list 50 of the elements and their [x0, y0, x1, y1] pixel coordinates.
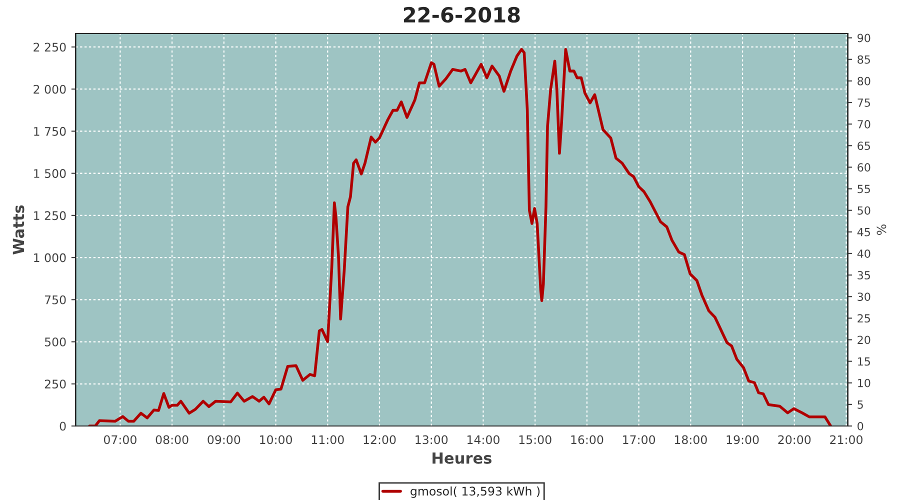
y-tick-label: 1 500: [34, 169, 66, 178]
x-tick-label: 08:00: [156, 435, 188, 444]
y2-tick-label: 25: [858, 314, 870, 323]
y2-tick-label: 10: [858, 378, 870, 388]
y-axis-title: Watts: [12, 205, 24, 254]
y2-tick-label: 60: [858, 163, 870, 172]
y2-tick-label: 5: [858, 400, 863, 409]
x-tick-label: 21:00: [830, 435, 862, 444]
y2-tick-label: 35: [858, 271, 870, 280]
x-tick-label: 07:00: [104, 435, 136, 444]
y2-tick-label: 30: [858, 292, 870, 301]
x-tick-label: 16:00: [571, 435, 604, 444]
y-tick-label: 0: [60, 422, 66, 431]
x-tick-label: 15:00: [519, 435, 552, 444]
y-tick-label: 2 000: [34, 84, 66, 94]
y2-tick-label: 70: [858, 120, 870, 128]
y2-tick-label: 40: [857, 249, 870, 258]
y2-tick-label: 0: [858, 422, 864, 430]
x-tick-label: 18:00: [674, 435, 707, 444]
y2-tick-label: 80: [858, 76, 870, 86]
x-tick-label: 12:00: [364, 435, 396, 444]
y2-tick-label: 65: [858, 142, 870, 150]
y-tick-label: 750: [45, 295, 66, 304]
x-tick-label: 19:00: [726, 435, 759, 444]
y-tick-label: 1 000: [34, 253, 66, 262]
y-tick-label: 500: [44, 337, 66, 346]
y2-tick-label: 15: [858, 357, 870, 366]
legend-label: gmosol( 13,593 kWh ): [410, 486, 540, 498]
line-series: [88, 48, 832, 426]
y2-tick-label: 90: [858, 34, 870, 42]
chart-title: 22-6-2018: [404, 6, 520, 23]
y2-axis-title: %: [876, 224, 886, 235]
x-tick-label: 10:00: [260, 435, 292, 444]
x-tick-label: 11:00: [312, 435, 344, 444]
y2-tick-label: 75: [858, 98, 870, 107]
y-tick-label: 1 250: [34, 211, 66, 220]
y2-tick-label: 55: [858, 184, 870, 194]
x-tick-label: 17:00: [623, 435, 656, 444]
y2-tick-label: 20: [858, 336, 870, 344]
y2-tick-label: 45: [857, 228, 870, 236]
x-tick-label: 14:00: [468, 435, 500, 444]
y-tick-label: 2 250: [34, 42, 66, 52]
y-tick-label: 1 750: [34, 126, 66, 136]
y2-tick-label: 85: [858, 55, 870, 64]
x-axis-title: Heures: [432, 452, 492, 464]
x-tick-label: 09:00: [208, 435, 240, 444]
x-tick-label: 13:00: [416, 435, 448, 444]
y-tick-label: 250: [44, 380, 66, 389]
y2-tick-label: 50: [858, 206, 870, 215]
x-tick-label: 20:00: [778, 435, 811, 444]
